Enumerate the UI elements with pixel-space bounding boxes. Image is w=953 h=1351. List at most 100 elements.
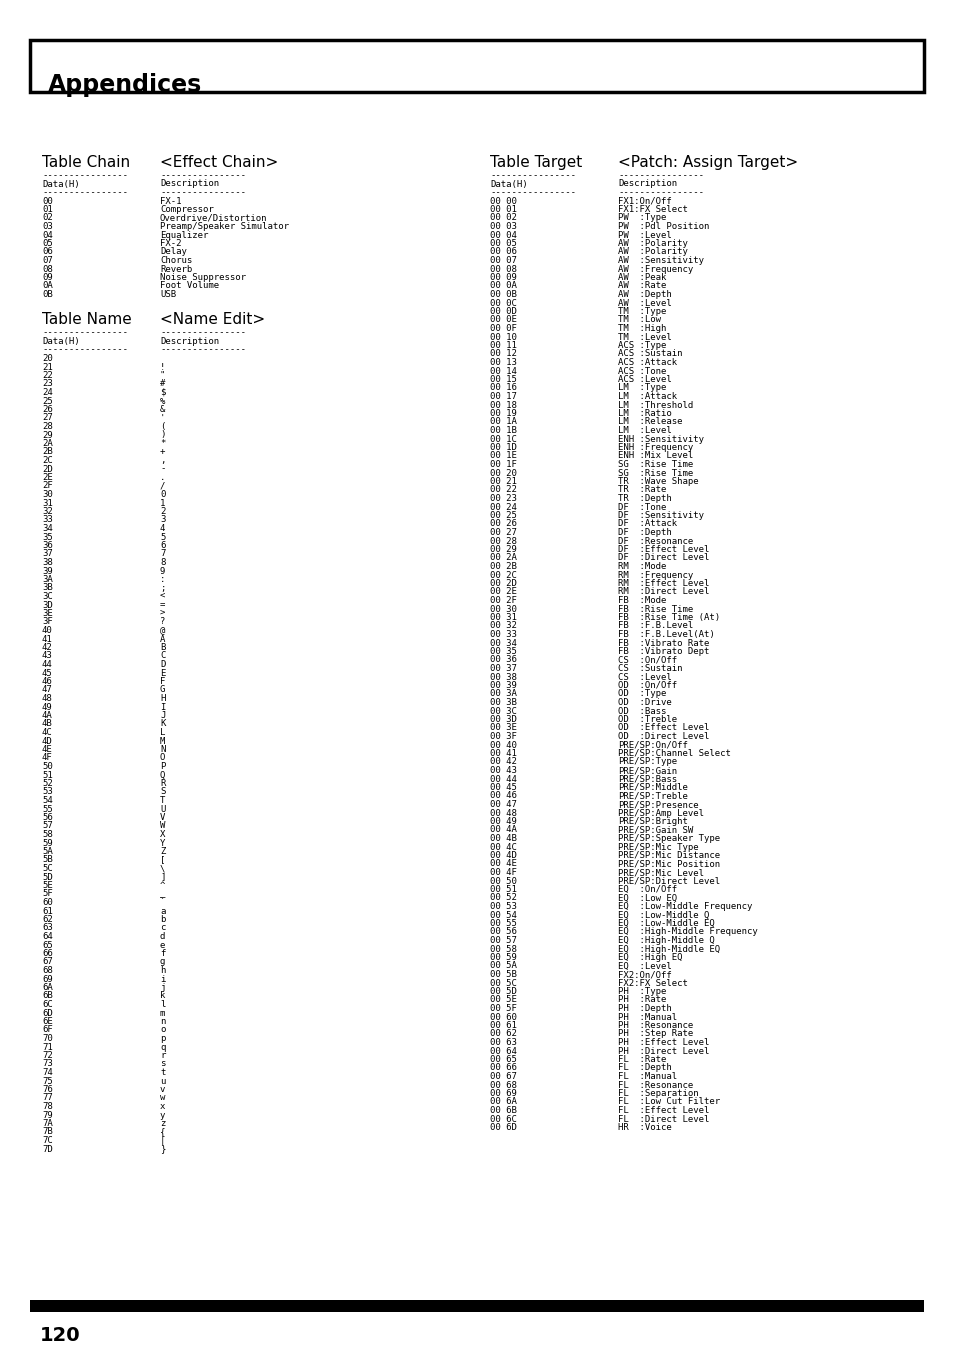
Text: FL  :Separation: FL :Separation [618, 1089, 698, 1098]
Text: <: < [160, 592, 165, 601]
Text: EQ  :High-Middle Q: EQ :High-Middle Q [618, 936, 714, 944]
Text: }: } [160, 1144, 165, 1154]
Text: CS  :Level: CS :Level [618, 673, 671, 681]
Text: &: & [160, 405, 165, 413]
Text: Y: Y [160, 839, 165, 847]
Text: SG  :Rise Time: SG :Rise Time [618, 459, 693, 469]
Text: j: j [160, 984, 165, 992]
Text: 00 46: 00 46 [490, 792, 517, 801]
Text: 22: 22 [42, 372, 52, 380]
Text: 20: 20 [42, 354, 52, 363]
Text: Table Target: Table Target [490, 155, 581, 170]
Text: 0A: 0A [42, 281, 52, 290]
Text: 00 38: 00 38 [490, 673, 517, 681]
Text: Foot Volume: Foot Volume [160, 281, 219, 290]
Text: 00 3D: 00 3D [490, 715, 517, 724]
Text: 00 3A: 00 3A [490, 689, 517, 698]
Text: 00 47: 00 47 [490, 800, 517, 809]
Text: z: z [160, 1119, 165, 1128]
Text: 5: 5 [160, 532, 165, 542]
Text: AW  :Polarity: AW :Polarity [618, 247, 687, 257]
Text: 00 4F: 00 4F [490, 867, 517, 877]
Text: 00 11: 00 11 [490, 340, 517, 350]
Text: PRE/SP:On/Off: PRE/SP:On/Off [618, 740, 687, 750]
Text: TR  :Wave Shape: TR :Wave Shape [618, 477, 698, 486]
Text: 00 20: 00 20 [490, 469, 517, 477]
Text: 00 31: 00 31 [490, 613, 517, 621]
Text: Chorus: Chorus [160, 255, 193, 265]
Text: 2D: 2D [42, 465, 52, 473]
Text: 00 26: 00 26 [490, 520, 517, 528]
Text: 06: 06 [42, 247, 52, 257]
Text: 50: 50 [42, 762, 52, 771]
Text: Q: Q [160, 770, 165, 780]
Text: ACS :Level: ACS :Level [618, 376, 671, 384]
Text: Z: Z [160, 847, 165, 857]
Text: PRE/SP:Mic Distance: PRE/SP:Mic Distance [618, 851, 720, 861]
Text: `: ` [160, 898, 165, 907]
Text: 00 56: 00 56 [490, 928, 517, 936]
Text: PRE/SP:Mic Type: PRE/SP:Mic Type [618, 843, 698, 851]
Text: S: S [160, 788, 165, 797]
Text: TM  :Level: TM :Level [618, 332, 671, 342]
Text: k: k [160, 992, 165, 1001]
Text: u: u [160, 1077, 165, 1085]
Text: EQ  :Low-Middle EQ: EQ :Low-Middle EQ [618, 919, 714, 928]
Text: PRE/SP:Type: PRE/SP:Type [618, 758, 677, 766]
Text: 2B: 2B [42, 447, 52, 457]
Text: 70: 70 [42, 1034, 52, 1043]
Text: Overdrive/Distortion: Overdrive/Distortion [160, 213, 267, 223]
Text: 08: 08 [42, 265, 52, 273]
Text: h: h [160, 966, 165, 975]
Text: LM  :Attack: LM :Attack [618, 392, 677, 401]
Text: ----------------: ---------------- [160, 346, 246, 354]
Text: 0: 0 [160, 490, 165, 499]
Text: ----------------: ---------------- [42, 188, 128, 197]
Text: ': ' [160, 413, 165, 423]
Text: !: ! [160, 362, 165, 372]
Text: ENH :Sensitivity: ENH :Sensitivity [618, 435, 703, 443]
Text: 00 48: 00 48 [490, 808, 517, 817]
Text: 1: 1 [160, 499, 165, 508]
Text: 00 37: 00 37 [490, 663, 517, 673]
Text: AW  :Depth: AW :Depth [618, 290, 671, 299]
Text: 00: 00 [42, 196, 52, 205]
Text: +: + [160, 447, 165, 457]
Text: FL  :Depth: FL :Depth [618, 1063, 671, 1073]
Text: PW  :Level: PW :Level [618, 231, 671, 239]
Text: 00 53: 00 53 [490, 902, 517, 911]
Text: \: \ [160, 865, 165, 873]
Text: W: W [160, 821, 165, 831]
Text: 00 3E: 00 3E [490, 724, 517, 732]
Text: LM  :Type: LM :Type [618, 384, 666, 393]
Text: 4B: 4B [42, 720, 52, 728]
Text: 09: 09 [42, 273, 52, 282]
Text: -: - [160, 465, 165, 473]
Text: 00 03: 00 03 [490, 222, 517, 231]
Text: %: % [160, 396, 165, 405]
Text: 4E: 4E [42, 744, 52, 754]
Text: Description: Description [618, 180, 677, 189]
Text: CS  :Sustain: CS :Sustain [618, 663, 681, 673]
Text: 00 2B: 00 2B [490, 562, 517, 571]
Text: 00 28: 00 28 [490, 536, 517, 546]
Text: 6B: 6B [42, 992, 52, 1001]
Text: EQ  :High EQ: EQ :High EQ [618, 952, 681, 962]
Text: Description: Description [160, 180, 219, 189]
Text: 00 05: 00 05 [490, 239, 517, 249]
Text: m: m [160, 1008, 165, 1017]
Text: 00 5B: 00 5B [490, 970, 517, 979]
Text: LM  :Level: LM :Level [618, 426, 671, 435]
Text: ?: ? [160, 617, 165, 627]
Text: FB  :F.B.Level: FB :F.B.Level [618, 621, 693, 631]
Text: 63: 63 [42, 924, 52, 932]
Text: 00 06: 00 06 [490, 247, 517, 257]
Text: FB  :Vibrato Dept: FB :Vibrato Dept [618, 647, 709, 657]
Text: PRE/SP:Bright: PRE/SP:Bright [618, 817, 687, 825]
Text: 00 4C: 00 4C [490, 843, 517, 851]
Text: FL  :Manual: FL :Manual [618, 1071, 677, 1081]
Text: 00 59: 00 59 [490, 952, 517, 962]
Text: 00 1E: 00 1E [490, 451, 517, 461]
Text: ----------------: ---------------- [618, 188, 703, 197]
Text: 2C: 2C [42, 457, 52, 465]
